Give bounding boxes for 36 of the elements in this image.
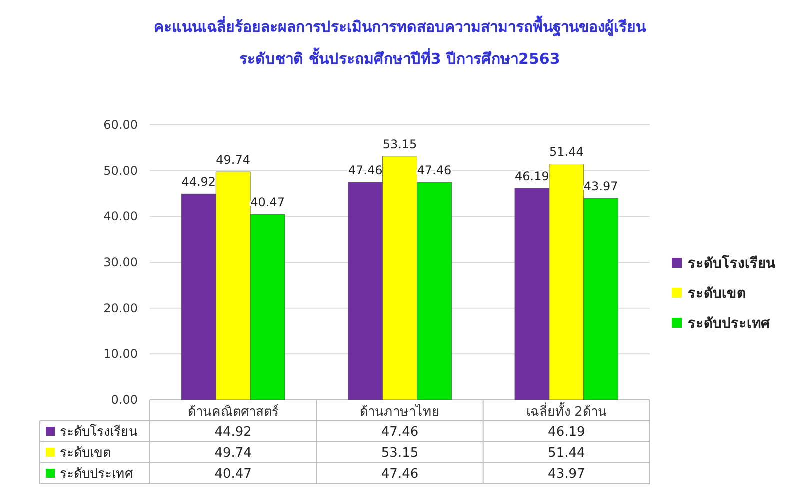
- y-tick-label: 60.00: [104, 118, 138, 132]
- data-label: 47.46: [381, 425, 419, 440]
- chart-subtitle: ระดับชาติ ชั้นประถมศึกษาปีที่3 ปีการศึกษา2563: [240, 47, 560, 68]
- y-tick-label: 10.00: [104, 347, 138, 362]
- y-tick-label: 50.00: [104, 164, 138, 178]
- text: ระดับโรงเรียน: [688, 256, 776, 272]
- data-label: 44.92: [214, 425, 252, 440]
- data-label: 43.97: [548, 467, 586, 482]
- data-label: 51.44: [548, 446, 586, 461]
- annotation: 46.19: [515, 169, 550, 184]
- annotation: 47.46: [348, 163, 383, 178]
- annotation: 49.74: [216, 153, 251, 168]
- annotation: 51.44: [549, 145, 584, 160]
- annotation: 44.92: [182, 175, 216, 190]
- x-tick-label: ด้านภาษาไทย: [360, 404, 440, 420]
- text: ระดับเขต: [60, 446, 111, 461]
- chart-title: คะแนนเฉลี่ยร้อยละผลการประเมินการทดสอบความสามารถพื้นฐานของผู้เรียน: [154, 15, 647, 37]
- data-label: 49.74: [214, 446, 252, 461]
- y-tick-label: 0.00: [111, 393, 138, 407]
- data-label: 40.47: [214, 467, 252, 482]
- annotation: 43.97: [584, 179, 618, 194]
- x-tick-label: เฉลี่ยทั้ง 2ด้าน: [526, 402, 607, 420]
- y-tick-label: 40.00: [104, 210, 138, 224]
- data-label: 46.19: [548, 425, 586, 440]
- y-tick-label: 20.00: [104, 301, 138, 316]
- annotation: 47.46: [417, 163, 452, 178]
- y-tick-label: 30.00: [104, 256, 138, 270]
- data-label: 53.15: [381, 446, 419, 461]
- data-label: 47.46: [381, 467, 419, 482]
- text: ระดับประเทศ: [60, 467, 133, 482]
- legend-label: ระดับประเทศ: [688, 316, 771, 332]
- legend-label: ระดับโรงเรียน: [60, 424, 138, 440]
- x-tick-label: ด้านคณิตศาสตร์: [188, 404, 279, 420]
- annotation: 53.15: [382, 137, 418, 152]
- annotation: 40.47: [250, 196, 285, 210]
- legend-label: ระดับเขต: [688, 286, 746, 302]
